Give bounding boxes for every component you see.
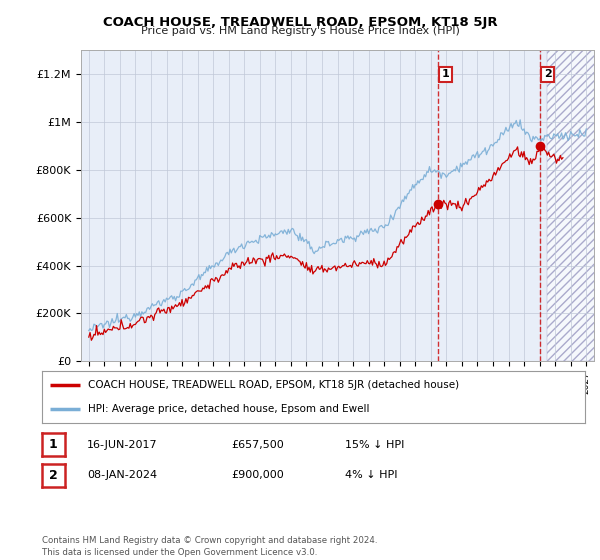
Text: 2: 2 [544,69,551,80]
Text: COACH HOUSE, TREADWELL ROAD, EPSOM, KT18 5JR (detached house): COACH HOUSE, TREADWELL ROAD, EPSOM, KT18… [88,380,459,390]
Text: £657,500: £657,500 [231,440,284,450]
Text: £900,000: £900,000 [231,470,284,480]
Text: 08-JAN-2024: 08-JAN-2024 [87,470,157,480]
Text: 16-JUN-2017: 16-JUN-2017 [87,440,158,450]
Text: 15% ↓ HPI: 15% ↓ HPI [345,440,404,450]
Text: 1: 1 [442,69,449,80]
Text: Price paid vs. HM Land Registry's House Price Index (HPI): Price paid vs. HM Land Registry's House … [140,26,460,36]
Text: COACH HOUSE, TREADWELL ROAD, EPSOM, KT18 5JR: COACH HOUSE, TREADWELL ROAD, EPSOM, KT18… [103,16,497,29]
Text: 1: 1 [49,438,58,451]
Text: 2: 2 [49,469,58,482]
Text: 4% ↓ HPI: 4% ↓ HPI [345,470,398,480]
Text: HPI: Average price, detached house, Epsom and Ewell: HPI: Average price, detached house, Epso… [88,404,370,414]
Bar [547,50,600,361]
Text: Contains HM Land Registry data © Crown copyright and database right 2024.
This d: Contains HM Land Registry data © Crown c… [42,536,377,557]
Bar [547,50,600,361]
